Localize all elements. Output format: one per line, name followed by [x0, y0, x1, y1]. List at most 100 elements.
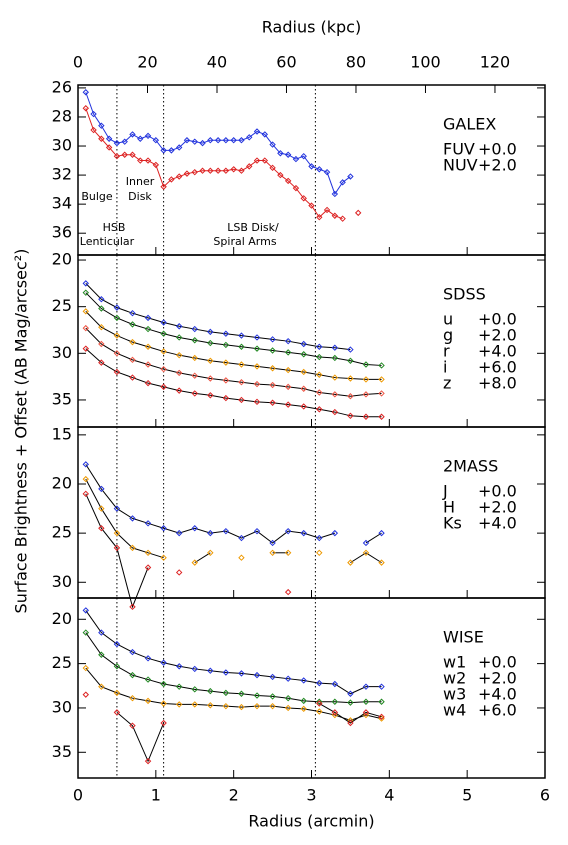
data-point: [207, 392, 214, 399]
data-point: [378, 390, 385, 397]
data-point: [90, 110, 97, 118]
data-point: [207, 328, 214, 336]
data-point: [347, 393, 354, 400]
data-point: [98, 323, 105, 331]
data-point: [129, 309, 136, 317]
data-point: [284, 177, 292, 185]
data-point: [98, 651, 105, 658]
data-point: [238, 167, 245, 174]
legend-offset: +2.0: [478, 498, 517, 517]
data-point: [316, 549, 323, 557]
data-point: [222, 330, 230, 337]
data-point: [113, 304, 121, 311]
data-point: [238, 332, 245, 339]
data-point: [284, 151, 292, 158]
data-point: [113, 152, 121, 160]
data-point: [113, 368, 121, 376]
data-point: [175, 701, 183, 708]
data-point: [362, 711, 370, 719]
data-point: [300, 152, 307, 160]
data-point: [113, 314, 121, 322]
data-point: [113, 689, 121, 697]
data-point: [82, 105, 89, 112]
series-line: [319, 703, 382, 724]
data-point: [175, 351, 183, 359]
data-point: [222, 167, 230, 174]
y-tick-label: 34: [52, 194, 72, 213]
data-point: [253, 380, 261, 388]
legend-offset: +2.0: [478, 156, 517, 175]
data-point: [347, 690, 354, 697]
series-line: [85, 108, 343, 220]
data-point: [269, 549, 276, 557]
data-point: [331, 374, 339, 381]
series-line: [85, 292, 382, 366]
data-point: [90, 126, 97, 134]
data-point: [137, 157, 144, 164]
data-point: [160, 719, 167, 727]
data-point: [144, 757, 152, 765]
data-point: [378, 713, 385, 721]
data-point: [269, 399, 276, 406]
data-point: [129, 671, 136, 679]
data-point: [269, 164, 276, 172]
data-point: [144, 564, 152, 571]
data-point: [222, 527, 230, 535]
legend-name: w4: [443, 701, 466, 720]
data-point: [98, 340, 105, 348]
data-point: [160, 365, 167, 373]
data-point: [207, 167, 214, 174]
data-point: [316, 708, 323, 715]
data-point: [98, 135, 105, 142]
data-point: [191, 701, 198, 708]
data-point: [160, 383, 167, 391]
y-tick-label: 30: [52, 572, 72, 591]
data-point: [129, 338, 136, 346]
data-point: [347, 357, 354, 364]
data-point: [152, 137, 160, 144]
data-point: [378, 683, 385, 690]
data-point: [238, 343, 245, 350]
series-line: [350, 552, 382, 564]
data-point: [284, 366, 292, 374]
data-point: [331, 680, 339, 688]
data-point: [191, 390, 198, 397]
panel-frame: [77, 597, 546, 779]
data-point: [269, 141, 276, 148]
data-point: [144, 361, 152, 368]
legend-offset: +4.0: [478, 685, 517, 704]
data-point: [331, 408, 339, 416]
data-point: [175, 683, 183, 690]
data-point: [284, 549, 292, 557]
data-point: [300, 340, 307, 348]
legend-name: r: [443, 342, 450, 361]
data-point: [331, 190, 339, 198]
data-point: [82, 664, 89, 672]
data-point: [82, 89, 89, 96]
data-point: [246, 163, 253, 170]
data-point: [308, 202, 315, 209]
legend-offset: +0.0: [478, 140, 517, 159]
data-point: [121, 138, 128, 145]
data-point: [199, 167, 206, 174]
data-point: [292, 155, 300, 163]
data-point: [82, 475, 89, 483]
data-point: [98, 359, 105, 366]
data-point: [284, 694, 292, 702]
data-point: [175, 144, 183, 151]
data-point: [105, 135, 113, 142]
data-point: [113, 544, 121, 552]
data-point: [98, 485, 105, 493]
data-point: [160, 525, 167, 532]
data-point: [238, 554, 245, 561]
data-point: [144, 343, 152, 350]
data-point: [144, 676, 152, 683]
data-point: [277, 171, 284, 179]
legend-name: H: [443, 498, 455, 517]
data-point: [300, 351, 307, 358]
data-point: [269, 381, 276, 389]
data-point: [269, 365, 276, 372]
data-point: [253, 363, 261, 370]
data-point: [269, 539, 276, 547]
data-point: [207, 667, 214, 674]
